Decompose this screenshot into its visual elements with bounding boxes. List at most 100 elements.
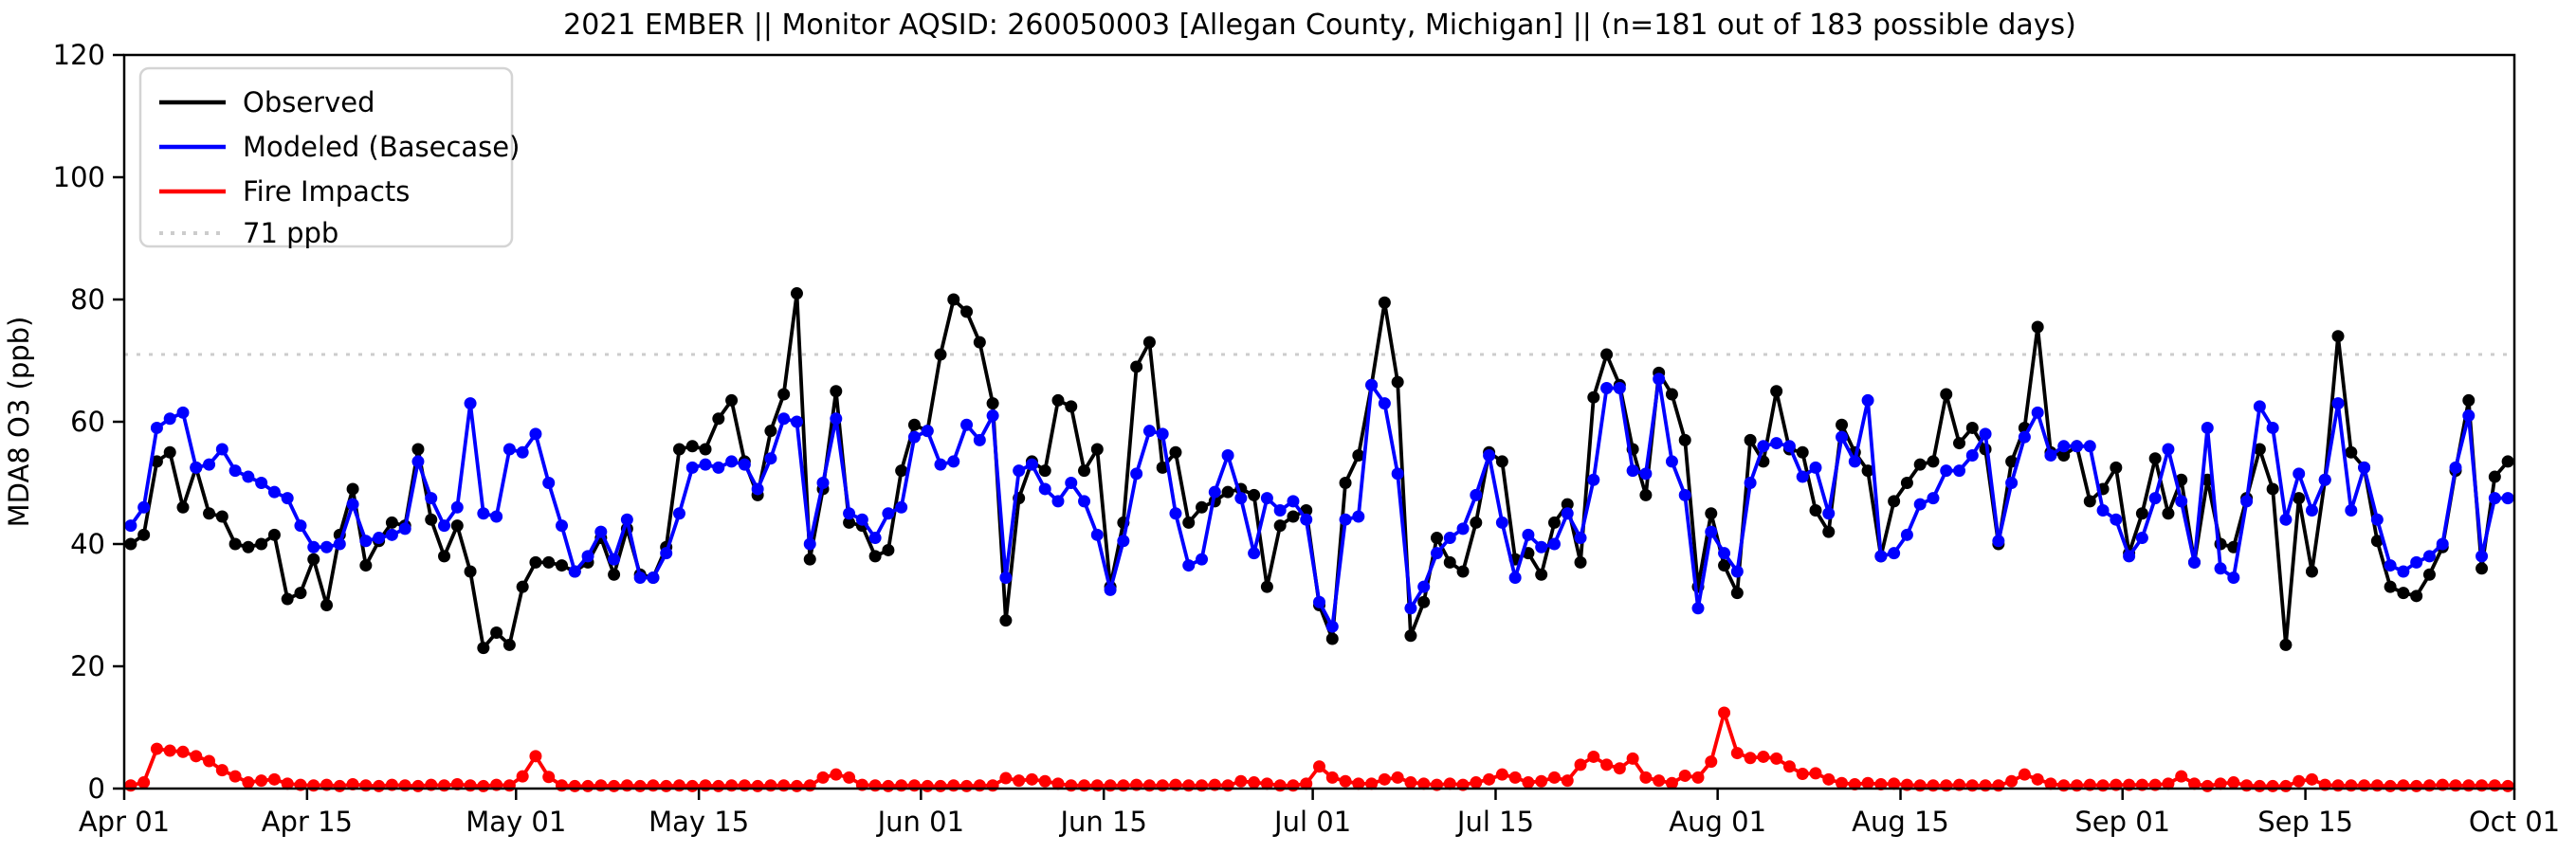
observed-point (267, 528, 281, 541)
legend-modeled-label: Modeled (Basecase) (243, 131, 520, 163)
fire-impacts-point (633, 779, 647, 792)
fire-impacts-point (1822, 772, 1836, 786)
observed-point (1953, 437, 1966, 450)
observed-point (1196, 500, 1209, 514)
modeled-basecase-point (555, 519, 568, 533)
modeled-basecase-point (1287, 495, 1300, 508)
fire-impacts-point (1287, 779, 1300, 792)
modeled-basecase-point (1260, 492, 1273, 505)
fire-impacts-point (1730, 747, 1744, 760)
modeled-basecase-point (1404, 602, 1417, 615)
observed-point (1038, 464, 1051, 478)
modeled-basecase-point (843, 507, 856, 520)
observed-point (672, 443, 685, 456)
fire-impacts-point (1508, 771, 1522, 784)
x-tick-label: Jun 15 (1058, 806, 1146, 838)
modeled-basecase-point (1234, 492, 1248, 505)
modeled-basecase-point (2110, 513, 2123, 526)
modeled-basecase-point (2370, 513, 2384, 526)
observed-point (411, 443, 425, 456)
x-tick-label: May 15 (649, 806, 749, 838)
observed-point (2501, 455, 2514, 468)
fire-impacts-point (1718, 706, 1731, 719)
observed-point (1417, 595, 1431, 608)
modeled-basecase-point (1613, 382, 1626, 395)
modeled-basecase-point (1117, 535, 1130, 548)
plot-area: 0 20 40 60 80 100 120 Apr 01 Apr 15 May 01 May 15 J… (53, 39, 2560, 838)
fire-impacts-point (2305, 772, 2318, 786)
modeled-basecase-point (2123, 550, 2136, 563)
fire-impacts-point (868, 779, 882, 792)
modeled-basecase-point (1678, 488, 1691, 501)
modeled-basecase-point (2148, 492, 2162, 505)
modeled-basecase-point (712, 461, 725, 474)
observed-point (830, 385, 843, 398)
observed-point (255, 537, 268, 551)
modeled-basecase-point (1456, 522, 1470, 535)
fire-impacts-point (228, 770, 242, 783)
fire-impacts-point (647, 779, 660, 792)
fire-impacts-point (1653, 774, 1666, 788)
observed-point (1260, 580, 1273, 593)
modeled-basecase-point (1639, 467, 1653, 481)
observed-point (1325, 632, 1339, 645)
fire-impacts-point (1927, 779, 1940, 792)
modeled-basecase-point (1443, 532, 1456, 545)
observed-point (1378, 296, 1391, 309)
fire-impacts-point (1495, 768, 1508, 781)
fire-impacts-point (2071, 779, 2084, 792)
y-tick-label: 100 (53, 161, 105, 193)
modeled-basecase-point (2214, 562, 2227, 575)
fire-impacts-point (1142, 779, 1156, 792)
modeled-basecase-point (398, 522, 411, 535)
modeled-basecase-point (1025, 458, 1038, 471)
modeled-basecase-point (2071, 440, 2084, 453)
fire-impacts-point (1574, 758, 1587, 771)
fire-impacts-point (672, 779, 685, 792)
observed-point (1836, 418, 1849, 431)
fire-impacts-point (1782, 760, 1796, 773)
modeled-basecase-point (1300, 513, 1313, 526)
modeled-basecase-point (1900, 528, 1913, 541)
y-tick-label: 20 (70, 650, 105, 682)
modeled-basecase-point (2345, 504, 2358, 517)
modeled-basecase-point (2462, 409, 2476, 423)
modeled-basecase-point (1417, 580, 1431, 593)
observed-point (1561, 498, 1574, 511)
fire-impacts-point (1796, 768, 1809, 781)
fire-impacts-point (359, 779, 373, 792)
observed-point (608, 568, 621, 581)
fire-impacts-point (1770, 752, 1783, 765)
fire-impacts-point (2005, 774, 2019, 788)
observed-point (2253, 443, 2266, 456)
modeled-basecase-point (907, 430, 921, 444)
x-tick-label: Apr 01 (79, 806, 170, 838)
fire-impacts-point (685, 779, 699, 792)
fire-impacts-point (986, 779, 999, 792)
observed-point (777, 388, 791, 401)
x-tick-label: Jul 01 (1272, 806, 1351, 838)
observed-point (712, 412, 725, 426)
fire-impacts-point (2331, 779, 2345, 792)
modeled-basecase-point (1104, 583, 1117, 596)
modeled-basecase-point (176, 406, 190, 419)
observed-point (2279, 638, 2293, 651)
modeled-basecase-point (672, 507, 685, 520)
modeled-basecase-point (1796, 470, 1809, 483)
modeled-basecase-point (764, 452, 777, 465)
modeled-basecase-point (1965, 448, 1979, 462)
fire-impacts-point (1013, 774, 1026, 788)
observed-point (2410, 590, 2423, 603)
fire-impacts-point (516, 770, 529, 783)
fire-impacts-point (2227, 776, 2240, 789)
modeled-basecase-point (2162, 443, 2175, 456)
observed-point (2345, 445, 2358, 459)
modeled-basecase-point (685, 461, 699, 474)
fire-impacts-point (190, 750, 203, 763)
fire-impacts-point (2476, 779, 2489, 792)
modeled-basecase-point (2253, 400, 2266, 413)
modeled-basecase-point (1508, 571, 1522, 584)
modeled-basecase-point (2135, 532, 2148, 545)
modeled-basecase-point (1730, 565, 1744, 578)
